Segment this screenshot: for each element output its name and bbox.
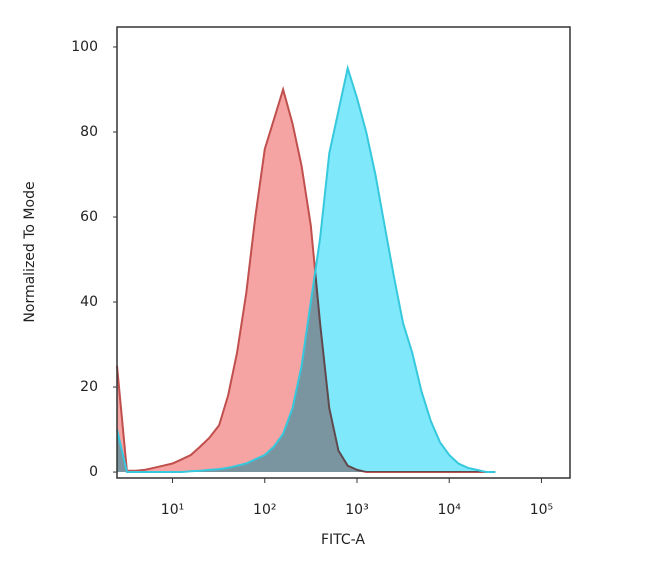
- area-fill: [117, 89, 496, 473]
- y-tick-label: 80: [80, 124, 98, 140]
- area-outline: [116, 64, 496, 473]
- x-tick-label: 10⁵: [530, 502, 553, 518]
- x-axis-label: FITC-A: [321, 532, 365, 548]
- area-fill: [117, 68, 496, 473]
- y-tick-label: 40: [80, 294, 98, 310]
- x-tick-label: 10³: [345, 502, 368, 518]
- plot-frame: [116, 26, 571, 479]
- x-tick-label: 10¹: [161, 502, 184, 518]
- y-tick-label: 100: [71, 39, 98, 55]
- x-tick-label: 10⁴: [437, 502, 461, 518]
- y-tick-label: 0: [89, 464, 98, 480]
- x-tick-label: 10²: [253, 502, 276, 518]
- y-tick-label: 20: [80, 379, 98, 395]
- y-tick-label: 60: [80, 209, 98, 225]
- y-axis-label: Normalized To Mode: [22, 181, 38, 322]
